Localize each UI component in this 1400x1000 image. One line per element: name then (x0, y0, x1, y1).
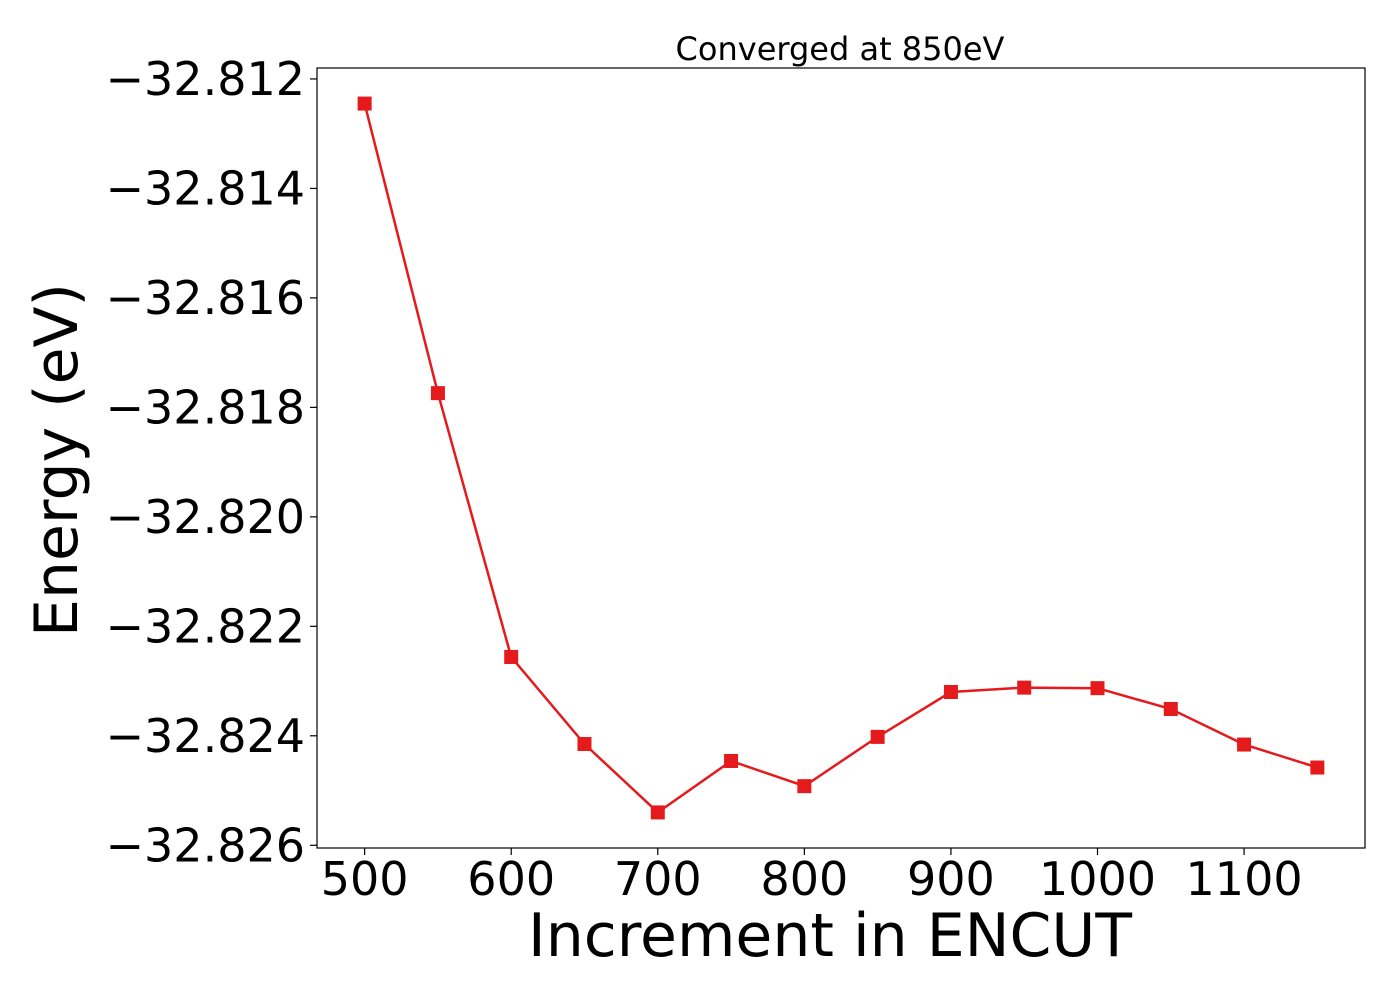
y-tick-label: −32.824 (106, 709, 306, 763)
data-point-marker (357, 96, 372, 111)
x-tick-label: 600 (467, 852, 555, 906)
data-markers (357, 96, 1325, 820)
data-point-marker (1310, 760, 1325, 775)
x-tick-label: 500 (321, 852, 409, 906)
data-point-marker (943, 685, 958, 699)
y-tick-label: −32.812 (106, 52, 306, 106)
plot-area-frame (316, 67, 1366, 849)
x-tick-label: 700 (614, 852, 702, 906)
y-tick-label: −32.822 (106, 599, 306, 653)
x-axis-ticks: 500 600 700 800 900 1000 1100 (321, 848, 1303, 906)
data-point-marker (504, 649, 519, 664)
y-tick-label: −32.826 (106, 818, 306, 872)
y-axis-label: Energy (eV) (22, 283, 92, 637)
data-point-marker (650, 805, 665, 820)
data-point-marker (577, 737, 592, 751)
data-point-marker (430, 386, 445, 401)
x-tick-label: 900 (907, 852, 995, 906)
chart-title: Converged at 850eV (676, 30, 1005, 68)
data-point-marker (1237, 737, 1252, 752)
data-point-marker (724, 753, 739, 768)
y-tick-label: −32.820 (106, 490, 306, 544)
y-tick-label: −32.814 (106, 161, 306, 215)
x-axis-label: Increment in ENCUT (528, 901, 1132, 971)
x-tick-label: 1100 (1186, 852, 1303, 906)
x-tick-label: 800 (760, 852, 848, 906)
y-axis-ticks: −32.812 −32.814 −32.816 −32.818 −32.820 −32.8… (106, 52, 317, 872)
data-point-marker (1017, 680, 1032, 695)
y-tick-label: −32.816 (106, 271, 306, 325)
data-point-marker (1163, 701, 1178, 716)
data-point-marker (797, 779, 812, 794)
x-tick-label: 1000 (1039, 852, 1156, 906)
data-point-marker (1090, 681, 1105, 696)
y-tick-label: −32.818 (106, 380, 306, 434)
data-point-marker (870, 729, 885, 744)
series-line (363, 103, 1318, 815)
